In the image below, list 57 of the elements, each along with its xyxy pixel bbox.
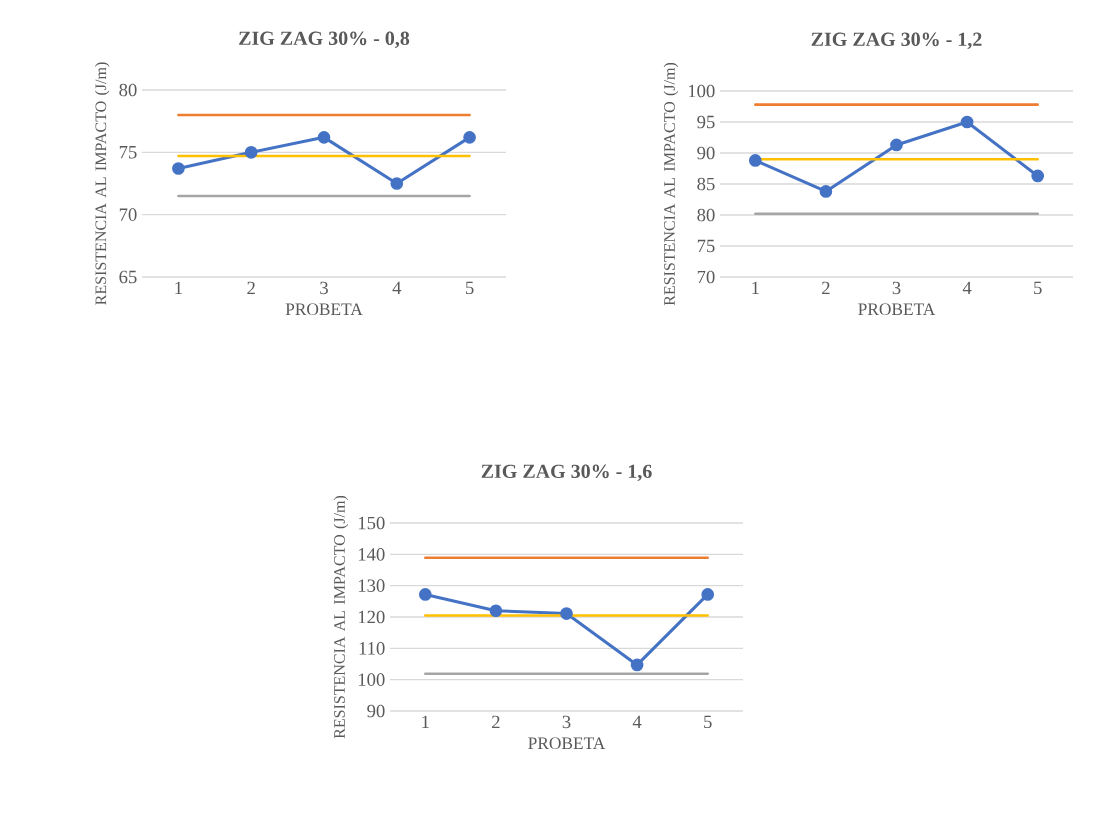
x-tick-label: 5 bbox=[704, 715, 712, 729]
x-tick-label: 3 bbox=[562, 715, 571, 729]
x-tick-label: 2 bbox=[492, 715, 500, 729]
y-tick-label: 75 bbox=[119, 146, 137, 159]
y-tick-label: 140 bbox=[358, 548, 385, 561]
x-tick-label: 5 bbox=[1034, 281, 1042, 295]
y-tick-label: 120 bbox=[358, 610, 385, 624]
y-tick-label: 130 bbox=[358, 579, 385, 592]
point bbox=[418, 588, 432, 601]
y-tick-label: 65 bbox=[119, 270, 137, 284]
x-tick-label: 3 bbox=[320, 281, 328, 295]
x-tick-label: 4 bbox=[962, 281, 972, 294]
point bbox=[390, 177, 404, 190]
point bbox=[463, 131, 476, 144]
x-tick-label: 4 bbox=[392, 281, 402, 294]
point bbox=[489, 604, 503, 618]
point bbox=[172, 162, 185, 175]
y-tick-label: 100 bbox=[688, 84, 715, 98]
point bbox=[560, 607, 573, 620]
y-axis-title: RESISTENCIA AL IMPACTO (J/m) bbox=[663, 62, 679, 306]
point bbox=[317, 131, 331, 144]
x-tick-label: 3 bbox=[892, 281, 901, 295]
y-tick-label: 150 bbox=[358, 516, 385, 530]
y-tick-label: 70 bbox=[697, 270, 715, 284]
x-tick-label: 4 bbox=[632, 715, 642, 728]
point bbox=[960, 115, 974, 129]
x-tick-label: 1 bbox=[175, 281, 182, 295]
x-tick-label: 2 bbox=[247, 281, 255, 295]
y-tick-label: 70 bbox=[119, 208, 137, 221]
point bbox=[748, 154, 762, 167]
y-tick-label: 110 bbox=[359, 642, 385, 655]
x-tick-label: 1 bbox=[422, 715, 429, 729]
y-tick-label: 90 bbox=[697, 146, 715, 160]
point bbox=[701, 588, 715, 601]
y-axis-title: RESISTENCIA AL IMPACTO (J/m) bbox=[333, 495, 349, 739]
y-tick-label: 90 bbox=[367, 704, 385, 718]
y-tick-label: 80 bbox=[697, 208, 715, 222]
x-axis-title: PROBETA bbox=[528, 737, 606, 750]
point bbox=[890, 138, 903, 152]
y-tick-label: 95 bbox=[697, 115, 715, 129]
point bbox=[819, 185, 833, 198]
chart-title: ZIG ZAG 30% - 0,8 bbox=[239, 31, 410, 48]
x-tick-label: 1 bbox=[752, 281, 759, 295]
chart-title: ZIG ZAG 30% - 1,6 bbox=[481, 464, 652, 481]
x-tick-label: 5 bbox=[466, 281, 474, 295]
y-axis-title: RESISTENCIA AL IMPACTO (J/m) bbox=[94, 62, 110, 305]
x-tick-label: 2 bbox=[822, 281, 830, 295]
y-tick-label: 75 bbox=[697, 239, 715, 253]
y-tick-label: 100 bbox=[358, 673, 385, 686]
y-tick-label: 85 bbox=[697, 177, 715, 191]
chart-title: ZIG ZAG 30% - 1,2 bbox=[811, 32, 982, 49]
point bbox=[244, 145, 258, 159]
y-tick-label: 80 bbox=[119, 83, 137, 97]
point bbox=[1031, 169, 1045, 183]
x-axis-title: PROBETA bbox=[858, 303, 936, 316]
point bbox=[630, 658, 644, 672]
x-axis-title: PROBETA bbox=[285, 303, 363, 316]
